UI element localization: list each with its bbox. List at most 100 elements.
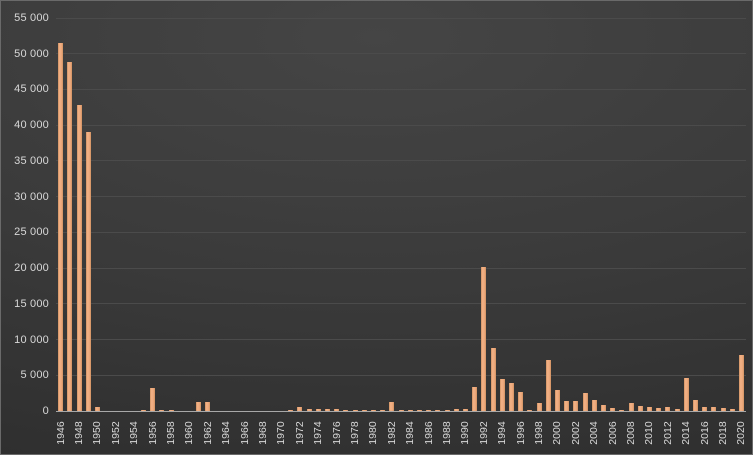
bar-1950: [94, 406, 100, 411]
bar-2010: [646, 407, 652, 411]
bar-1990: [462, 409, 468, 411]
x-axis-tick-label: 1996: [514, 421, 527, 445]
y-axis-tick-label: 50 000: [14, 47, 49, 60]
bar-2012: [665, 406, 671, 411]
x-axis-tick-label: 1978: [349, 421, 361, 445]
bar-2007: [619, 409, 625, 411]
bar-2001: [564, 400, 570, 411]
bar-1975: [324, 408, 330, 411]
x-axis-tick-label: 2012: [661, 421, 674, 445]
y-gridline: [56, 196, 746, 198]
bar-1955: [140, 410, 146, 411]
x-axis-tick-label: 1992: [477, 421, 490, 445]
y-gridline: [56, 53, 746, 55]
bar-1978: [352, 410, 358, 411]
bar-1958: [168, 410, 174, 411]
bar-1992: [481, 267, 487, 411]
bar-1962: [205, 401, 211, 411]
x-axis-tick-label: 2018: [717, 421, 729, 445]
y-axis-tick-label: 45 000: [14, 83, 49, 96]
bar-2005: [600, 405, 606, 411]
y-axis-tick-label: 55 000: [14, 12, 49, 24]
x-axis-tick-label: 1958: [165, 421, 177, 445]
y-axis-tick-label: 5 000: [20, 369, 49, 382]
y-axis-tick-label: 15 000: [14, 297, 49, 310]
bar-2014: [683, 378, 689, 411]
bar-1988: [444, 409, 450, 411]
bar-2013: [674, 408, 680, 411]
x-axis-tick-label: 1968: [257, 421, 269, 445]
y-axis-tick-label: 0: [42, 405, 49, 417]
bar-2000: [554, 390, 560, 411]
bar-1971: [288, 410, 294, 411]
bar-1976: [334, 409, 340, 411]
x-axis-tick-label: 1950: [91, 421, 104, 445]
bar-1980: [370, 410, 376, 411]
x-axis-tick-label: 2006: [606, 421, 619, 445]
y-gridline: [56, 124, 746, 126]
bar-1949: [85, 132, 91, 411]
bar-1985: [416, 410, 422, 411]
y-gridline: [56, 303, 746, 305]
bar-2017: [711, 406, 717, 411]
y-gridline: [56, 17, 746, 19]
bar-2016: [702, 407, 708, 411]
bar-2004: [591, 400, 597, 411]
x-axis-tick-label: 2014: [680, 421, 693, 445]
bar-1982: [389, 401, 395, 411]
bar-2015: [692, 399, 698, 411]
bar-2002: [573, 400, 579, 411]
bar-1961: [196, 401, 202, 411]
y-gridline: [56, 374, 746, 376]
bar-2006: [610, 408, 616, 411]
bar-1948: [76, 105, 82, 411]
x-axis-tick-label: 1960: [183, 421, 196, 445]
y-axis-tick-label: 40 000: [14, 119, 49, 132]
x-axis-tick-label: 1990: [459, 421, 472, 445]
x-axis-tick-label: 1994: [496, 421, 509, 445]
bar-2018: [720, 408, 726, 411]
bar-1981: [380, 410, 386, 411]
x-axis-tick-label: 2008: [625, 421, 637, 445]
x-axis-tick-label: 1976: [330, 421, 343, 445]
x-axis-tick-label: 2016: [698, 421, 711, 445]
x-axis-line: [56, 410, 746, 412]
x-axis-tick-label: 1972: [293, 421, 306, 445]
y-axis-tick-label: 30 000: [14, 190, 49, 203]
x-axis-tick-label: 1946: [54, 421, 67, 445]
bar-2008: [628, 403, 634, 411]
x-axis-tick-label: 1974: [312, 421, 325, 445]
bar-2020: [738, 355, 744, 411]
x-axis-tick-label: 1956: [146, 421, 159, 445]
x-axis-tick-label: 1962: [201, 421, 214, 445]
x-axis-tick-label: 1966: [238, 421, 251, 445]
bar-1986: [426, 410, 432, 411]
x-axis-tick-label: 1980: [367, 421, 380, 445]
bar-1994: [499, 378, 505, 411]
y-gridline: [56, 160, 746, 162]
x-axis-tick-label: 1984: [404, 421, 417, 445]
x-axis-tick-label: 1998: [533, 421, 545, 445]
y-axis-tick-label: 20 000: [14, 262, 49, 275]
bar-1974: [315, 409, 321, 411]
bar-1956: [150, 387, 156, 411]
bar-1987: [435, 410, 441, 411]
x-axis-tick-label: 1964: [220, 421, 233, 445]
x-axis-tick-label: 1954: [128, 421, 141, 445]
x-axis-tick-label: 2020: [735, 421, 748, 445]
x-axis-tick-label: 2010: [643, 421, 656, 445]
bar-1993: [490, 348, 496, 411]
x-axis-tick-label: 1948: [73, 421, 85, 445]
x-axis-tick-label: 1952: [109, 421, 122, 445]
y-axis-tick-label: 10 000: [14, 333, 49, 346]
x-axis-tick-label: 1970: [275, 421, 288, 445]
bar-2003: [582, 393, 588, 411]
y-axis-tick-label: 25 000: [14, 226, 49, 239]
bar-1995: [508, 383, 514, 411]
bar-2011: [656, 407, 662, 411]
bar-1999: [545, 360, 551, 411]
bar-1972: [297, 407, 303, 411]
bar-1984: [407, 410, 413, 411]
bar-1947: [67, 62, 73, 411]
